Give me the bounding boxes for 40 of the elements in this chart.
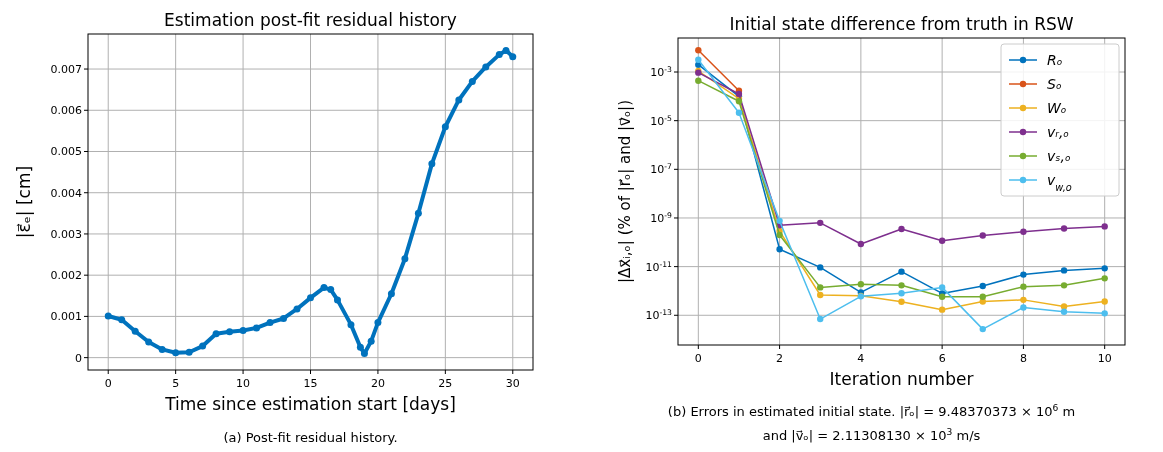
x-tick-label: 10 [1097, 352, 1112, 365]
y-tick-label: 10$^{-13}$ [645, 307, 673, 323]
x-tick-label: 20 [370, 377, 385, 390]
x-tick-label: 4 [857, 352, 865, 365]
x-axis-title: Iteration number [829, 369, 974, 389]
y-tick-label: 10$^{-11}$ [645, 259, 673, 274]
x-tick-label: 0 [694, 352, 702, 365]
legend-label: vₛ,ₒ [1047, 148, 1071, 164]
x-tick-label: 2 [776, 352, 784, 365]
chart-title: Initial state difference from truth in RSW [729, 14, 1074, 34]
y-tick-label: 0.006 [50, 104, 82, 118]
legend-label: Sₒ [1047, 76, 1062, 92]
y-tick-label: 0.003 [50, 227, 82, 241]
x-tick-label: 30 [505, 377, 520, 390]
x-tick-label: 6 [938, 352, 946, 365]
y-tick-label: 0.005 [50, 145, 82, 159]
x-tick-label: 0 [104, 377, 112, 390]
y-tick-label: 10$^{-7}$ [650, 161, 673, 177]
x-axis-title: Time since estimation start [days] [164, 394, 456, 414]
x-tick-label: 5 [172, 377, 180, 390]
y-axis-title: |Δx⃗ᵢ,ₒ| (% of |r⃗ₒ| and |v⃗ₒ|) [616, 99, 634, 284]
x-tick-label: 8 [1019, 352, 1027, 365]
y-tick-label: 0.004 [50, 186, 82, 200]
chart-title: Estimation post-fit residual history [164, 10, 457, 30]
legend-label: v$_{w,o}$ [1047, 172, 1072, 193]
x-tick-label: 15 [303, 377, 318, 390]
x-tick-label: 25 [438, 377, 453, 390]
y-tick-label: 10$^{-5}$ [650, 113, 673, 128]
y-tick-label: 0.007 [50, 63, 82, 77]
y-tick-label: 0.001 [50, 310, 82, 324]
x-tick-label: 10 [236, 377, 251, 390]
text: (b) Errors in estimated initial state. |r⃗ₒ| = 9.48370373 × 10$^{6}$ m and |v⃗ₒ| = 2.11308130 × 10$^{3}$ m/s [667, 403, 1076, 443]
legend-label: vᵣ,ₒ [1047, 124, 1070, 140]
y-tick-label: 10$^{-3}$ [650, 64, 673, 80]
y-tick-label: 0.002 [50, 269, 82, 283]
legend-label: Rₒ [1047, 52, 1063, 68]
y-axis-title: |ε⃗ₑ| [cm] [14, 165, 34, 239]
y-tick-label: 10$^{-9}$ [650, 210, 673, 225]
legend-label: Wₒ [1047, 100, 1067, 116]
text: (a) Post-fit residual history. [223, 430, 398, 445]
